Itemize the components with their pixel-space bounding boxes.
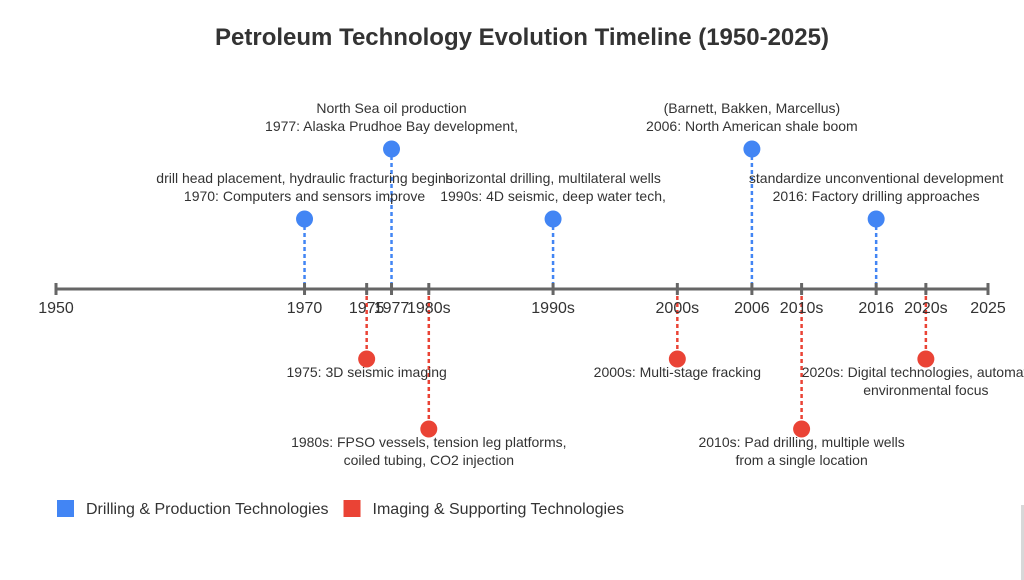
event-stems (303, 149, 928, 429)
event-label: standardize unconventional development (749, 170, 1004, 186)
tick-label: 2000s (656, 300, 700, 317)
event-label: 2006: North American shale boom (646, 118, 858, 134)
legend-swatch (343, 500, 361, 517)
tick-label: 1950 (38, 300, 74, 317)
legend-swatch (57, 500, 74, 517)
event-marker (296, 210, 314, 228)
event-markers (296, 140, 935, 438)
event-marker (420, 420, 438, 438)
event-marker (867, 210, 885, 228)
event-marker (544, 210, 562, 228)
tick-label: 1977 (374, 300, 410, 317)
tick-label: 1980s (407, 300, 451, 317)
tick-label: 2025 (970, 300, 1006, 317)
tick-label: 1975 (349, 300, 385, 317)
event-label: 1980s: FPSO vessels, tension leg platfor… (291, 434, 566, 450)
page-edge-scrollbar (1021, 505, 1024, 580)
event-label: (Barnett, Bakken, Marcellus) (664, 100, 841, 116)
event-label: 1990s: 4D seismic, deep water tech, (440, 188, 666, 204)
legend-label: Imaging & Supporting Technologies (373, 501, 624, 518)
tick-label: 2020s (904, 300, 948, 317)
event-marker (358, 350, 376, 368)
event-label: drill head placement, hydraulic fracturi… (156, 170, 453, 186)
tick-label: 2016 (858, 300, 894, 317)
event-label: 2000s: Multi-stage fracking (594, 364, 761, 380)
event-marker (917, 350, 935, 368)
chart-title: Petroleum Technology Evolution Timeline … (215, 24, 829, 51)
event-labels: drill head placement, hydraulic fracturi… (156, 100, 1024, 468)
event-label: 2016: Factory drilling approaches (773, 188, 980, 204)
event-marker (668, 350, 686, 368)
event-marker (793, 420, 811, 438)
event-label: 1977: Alaska Prudhoe Bay development, (265, 118, 518, 134)
tick-label: 2006 (734, 300, 770, 317)
event-marker (743, 140, 761, 158)
event-label: North Sea oil production (316, 100, 466, 116)
event-marker (383, 140, 401, 158)
event-label: environmental focus (863, 382, 988, 398)
tick-label: 2010s (780, 300, 824, 317)
tick-label: 1970 (287, 300, 323, 317)
event-label: coiled tubing, CO2 injection (344, 452, 514, 468)
event-label: from a single location (735, 452, 867, 468)
tick-label: 1990s (531, 300, 575, 317)
event-label: 2010s: Pad drilling, multiple wells (698, 434, 904, 450)
legend: Drilling & Production Technologies Imagin… (57, 500, 624, 518)
event-label: 1975: 3D seismic imaging (287, 364, 447, 380)
event-label: horizontal drilling, multilateral wells (445, 170, 661, 186)
event-label: 2020s: Digital technologies, automation, (802, 364, 1024, 380)
legend-label: Drilling & Production Technologies (86, 501, 329, 518)
event-label: 1970: Computers and sensors improve (184, 188, 425, 204)
